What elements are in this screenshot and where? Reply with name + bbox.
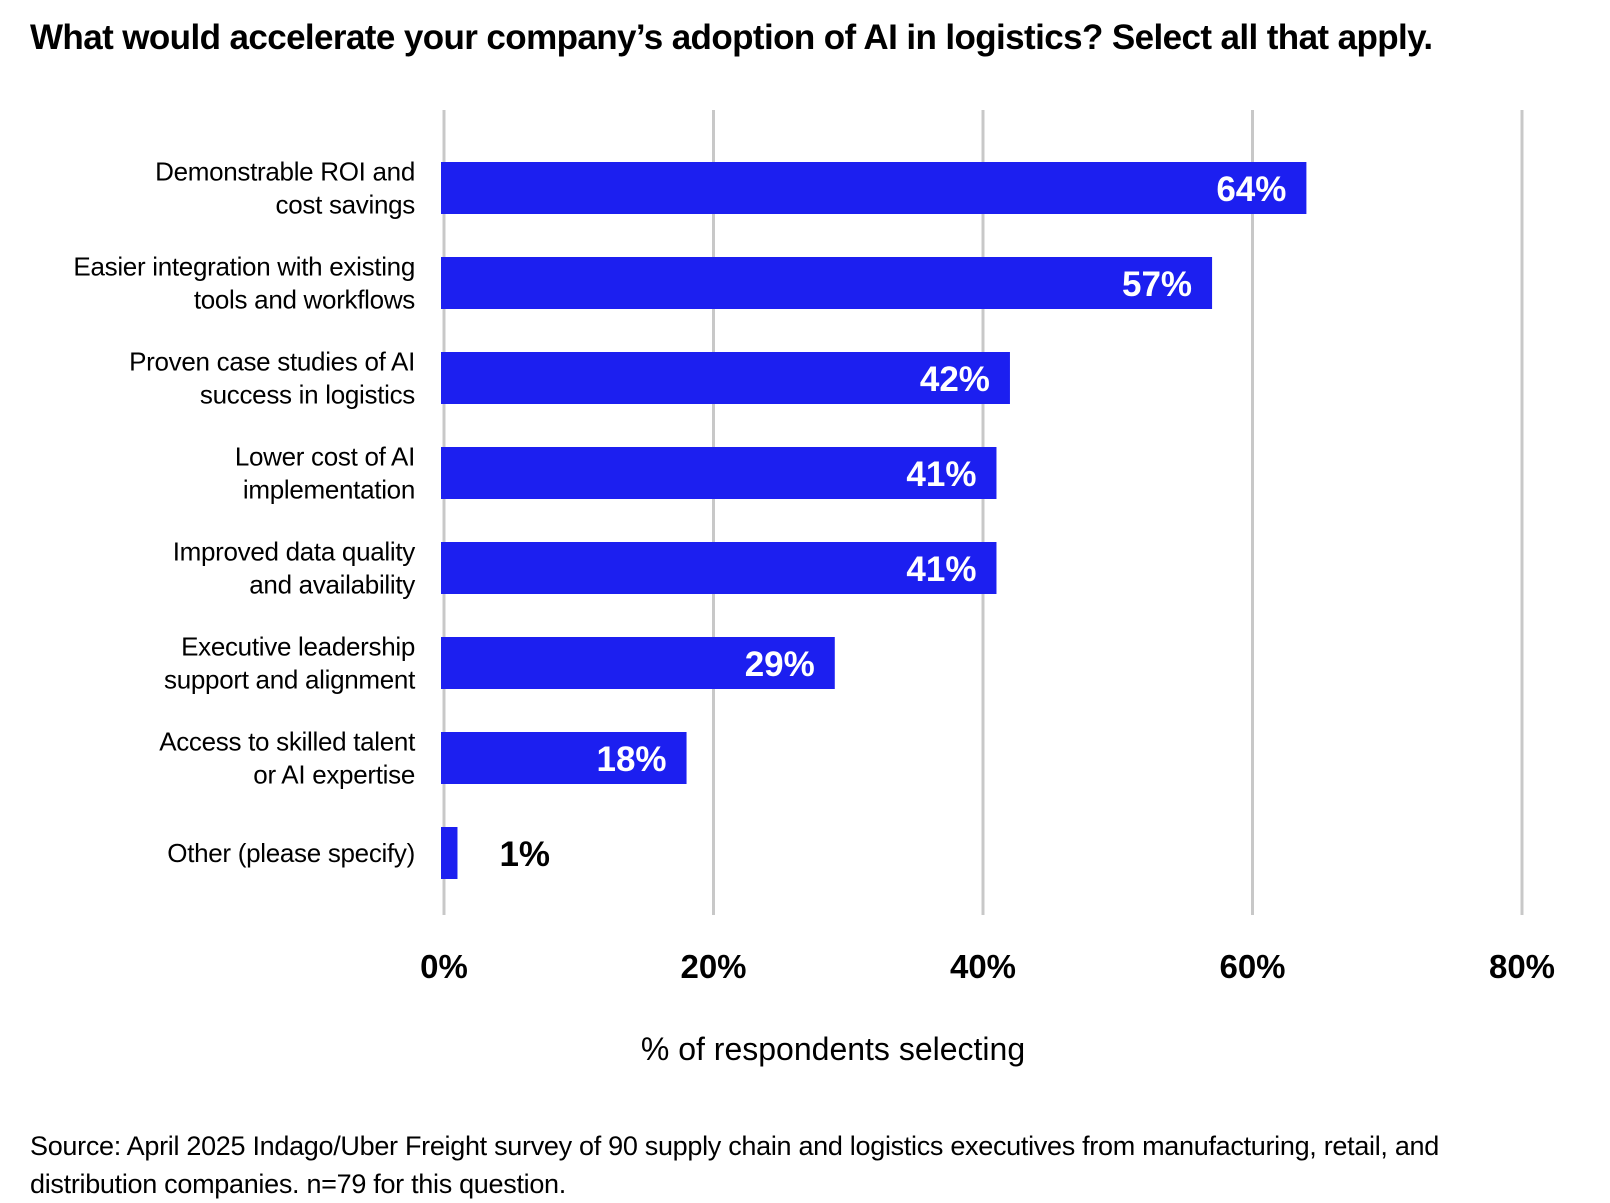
x-tick-label-3: 60% <box>1219 948 1285 985</box>
category-label-line: Proven case studies of AI <box>129 347 415 377</box>
source-line-2: distribution companies. n=79 for this qu… <box>30 1169 566 1199</box>
bar-7 <box>441 827 458 879</box>
bar-value-label-7: 1% <box>499 835 550 874</box>
category-label-0: Demonstrable ROI and cost savings <box>155 157 415 220</box>
chart-title: What would accelerate your company’s ado… <box>30 18 1433 57</box>
source-note: Source: April 2025 Indago/Uber Freight s… <box>30 1127 1580 1203</box>
category-label-line: Access to skilled talent <box>159 727 416 757</box>
bar-0 <box>441 162 1307 214</box>
category-label-line: cost savings <box>276 190 416 220</box>
category-label-line: or AI expertise <box>253 760 415 790</box>
bar-value-label-5: 29% <box>745 645 815 684</box>
category-label-line: Other (please specify) <box>167 838 415 868</box>
category-label-line: and availability <box>249 570 415 600</box>
category-label-6: Access to skilled talent or AI expertise <box>159 727 416 790</box>
category-label-1: Easier integration with existing tools an… <box>73 252 415 315</box>
bar-value-label-0: 64% <box>1216 170 1286 209</box>
bar-value-label-1: 57% <box>1122 265 1192 304</box>
category-label-3: Lower cost of AI implementation <box>235 442 415 505</box>
x-tick-label-4: 80% <box>1489 948 1555 985</box>
bar-6 <box>441 732 687 784</box>
category-label-line: Lower cost of AI <box>235 442 415 472</box>
category-label-line: Demonstrable ROI and <box>155 157 415 187</box>
source-line-1: Source: April 2025 Indago/Uber Freight s… <box>30 1131 1439 1161</box>
category-label-4: Improved data quality and availability <box>173 537 416 600</box>
x-tick-label-1: 20% <box>680 948 746 985</box>
bar-5 <box>441 637 835 689</box>
category-label-7: Other (please specify) <box>167 838 415 868</box>
bar-2 <box>441 352 1010 404</box>
x-tick-label-2: 40% <box>950 948 1016 985</box>
x-axis-title: % of respondents selecting <box>641 1031 1025 1067</box>
bar-chart: 64% Demonstrable ROI and cost savings 57% Ea… <box>73 110 1555 1067</box>
category-label-line: Executive leadership <box>181 632 415 662</box>
category-label-5: Executive leadership support and alignmen… <box>164 632 416 695</box>
category-label-line: success in logistics <box>200 380 415 410</box>
category-label-line: support and alignment <box>164 665 416 695</box>
category-label-line: Improved data quality <box>173 537 416 567</box>
bar-value-label-3: 41% <box>906 455 976 494</box>
bar-1 <box>441 257 1213 309</box>
bar-4 <box>441 542 997 594</box>
bar-value-label-6: 18% <box>596 740 666 779</box>
category-label-2: Proven case studies of AI success in logi… <box>129 347 415 410</box>
category-label-line: tools and workflows <box>194 285 415 315</box>
category-label-line: Easier integration with existing <box>73 252 415 282</box>
category-label-line: implementation <box>243 475 415 505</box>
bar-value-label-4: 41% <box>906 550 976 589</box>
x-tick-label-0: 0% <box>420 948 468 985</box>
bar-value-label-2: 42% <box>920 360 990 399</box>
bar-3 <box>441 447 997 499</box>
